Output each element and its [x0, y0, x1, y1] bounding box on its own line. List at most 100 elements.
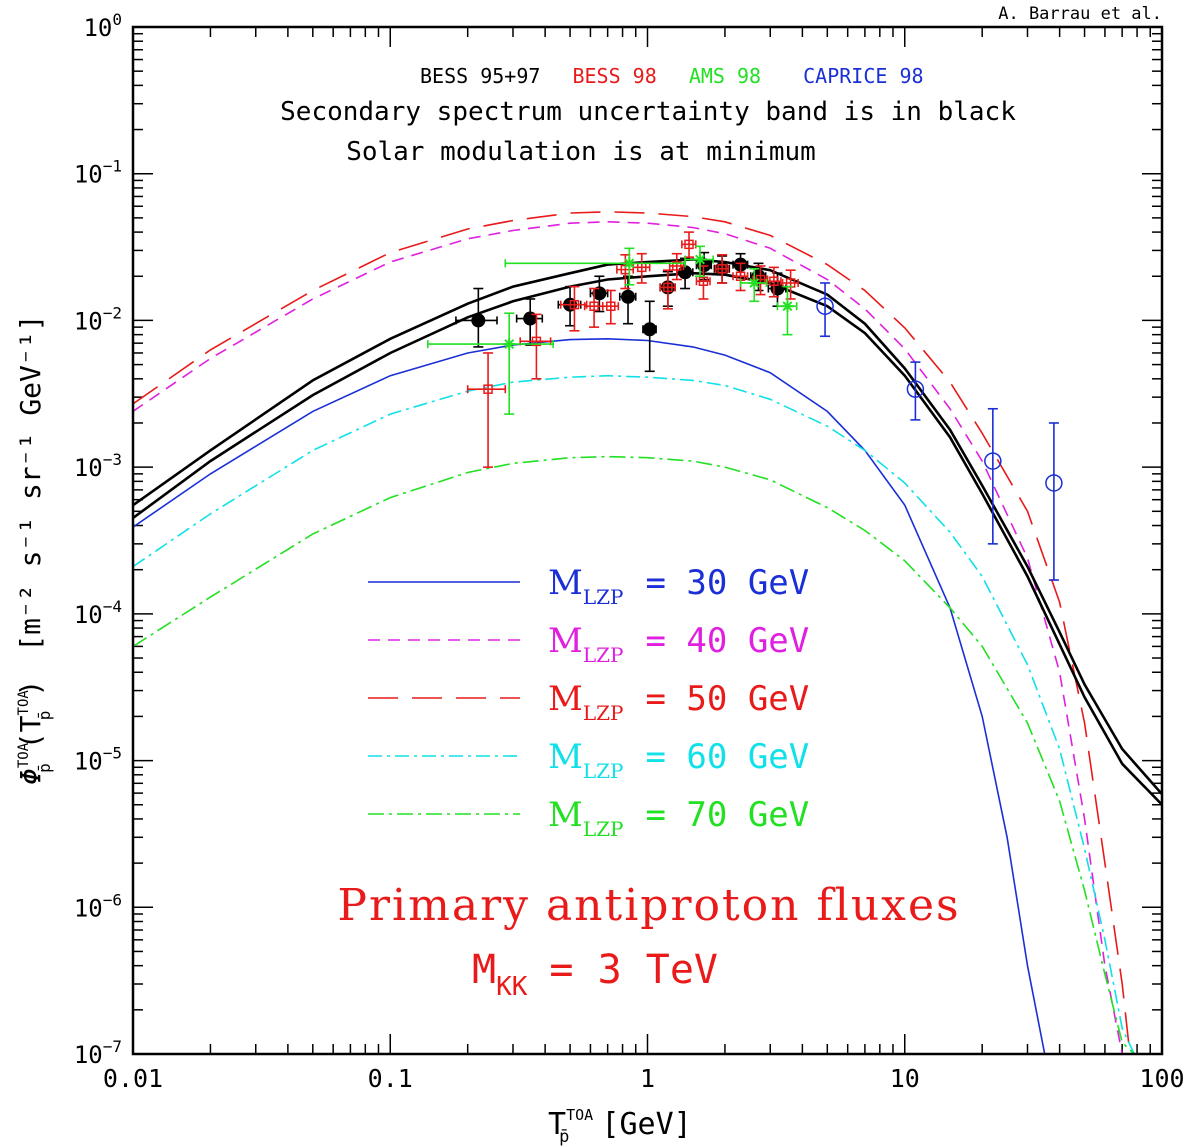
y-axis-label-phi: Φ [14, 768, 47, 785]
marker [678, 265, 693, 280]
y-tick-label: 10−5 [74, 744, 122, 776]
data-point [559, 285, 588, 332]
mkk-label: MKK = 3 TeV [472, 947, 718, 1002]
y-axis-label-sup: TOA [16, 742, 32, 768]
x-axis-label-main: T [548, 1107, 566, 1142]
x-tick-label: 10 [890, 1064, 920, 1093]
y-tick-label: 10−4 [74, 597, 122, 629]
x-tick-label: 0.01 [103, 1064, 163, 1093]
experiment-bess98: BESS 98 [572, 64, 656, 88]
data-point [739, 267, 768, 303]
series-line [133, 374, 1135, 1054]
marker [698, 276, 709, 286]
y-tick-label: 10−1 [74, 157, 122, 189]
x-tick-label: 0.1 [368, 1064, 413, 1093]
data-point [684, 245, 714, 278]
data-point [504, 247, 686, 286]
annotation-uncertainty: Secondary spectrum uncertainty band is i… [280, 97, 1016, 127]
plot-frame [131, 25, 1164, 1056]
data-point [695, 265, 711, 300]
data-point [776, 285, 798, 336]
data-point [455, 287, 498, 348]
marker [471, 313, 486, 328]
marker [717, 264, 727, 274]
data-point [714, 254, 730, 284]
y-tick-label: 100 [83, 10, 122, 42]
marker [749, 278, 760, 288]
big-title: Primary antiproton fluxes [337, 880, 960, 931]
marker [695, 254, 705, 265]
data-point [1045, 422, 1063, 581]
legend-label: MLZP = 40 GeV [548, 621, 809, 667]
credit-label: A. Barrau et al. [998, 4, 1162, 24]
y-axis-label-sub: p̄ [35, 763, 54, 773]
x-axis-label: TTOA p̄ [GeV] [548, 1106, 692, 1147]
y-tick-label: 10−2 [74, 303, 122, 335]
data-point [906, 361, 925, 421]
y-tick-label: 10−7 [74, 1037, 122, 1069]
marker [589, 301, 599, 311]
series-line [133, 220, 1123, 1054]
marker [1045, 474, 1063, 492]
marker [621, 289, 636, 304]
y-axis-label-unit: [m⁻² s⁻¹ sr⁻¹ GeV⁻¹] [14, 315, 47, 652]
data-point [618, 275, 637, 325]
data-point [427, 312, 555, 415]
data-point [816, 282, 834, 338]
y-axis-label-argsub: p̄ [35, 711, 54, 721]
experiment-caprice98: CAPRICE 98 [803, 64, 923, 88]
mkk-main: M [472, 947, 496, 993]
marker [769, 276, 779, 286]
x-axis-label-unit: [GeV] [601, 1107, 691, 1142]
data-point [676, 257, 694, 290]
data-point [659, 269, 676, 310]
marker [684, 239, 694, 250]
marker [672, 261, 682, 271]
x-tick-label: 1 [640, 1064, 655, 1093]
marker [782, 301, 793, 312]
y-tick-label: 10−3 [74, 450, 122, 482]
x-tick-label: 100 [1139, 1064, 1184, 1093]
marker [504, 339, 515, 350]
marker [606, 301, 616, 311]
legend: MLZP = 30 GeV MLZP = 40 GeV MLZP = 50 GeV MLZP… [368, 563, 809, 841]
annotation-solar: Solar modulation is at minimum [346, 137, 816, 167]
data-point [466, 352, 507, 468]
y-axis-label-close: ) [14, 680, 47, 697]
marker [663, 282, 673, 293]
legend-label: MLZP = 60 GeV [548, 737, 809, 783]
marker [531, 336, 542, 347]
marker [642, 322, 657, 337]
experiments-header: BESS 95+97 BESS 98 AMS 98 CAPRICE 98 [420, 64, 924, 88]
tick-labels: 0.01 0.1 1 10 100 100 10−1 10−2 10−3 10−4 10−5 10−6… [74, 10, 1185, 1093]
data-points [427, 231, 1063, 581]
legend-label: MLZP = 50 GeV [548, 679, 809, 725]
mkk-value: = 3 TeV [549, 947, 718, 993]
y-axis-label-arg: (T [14, 715, 47, 749]
marker [569, 299, 580, 310]
marker [592, 286, 607, 301]
legend-label: MLZP = 70 GeV [548, 795, 809, 841]
data-point [984, 407, 1002, 545]
marker [816, 297, 834, 315]
data-point [752, 265, 769, 296]
marker [906, 380, 925, 398]
data-point [642, 300, 657, 373]
mkk-sub: KK [496, 972, 528, 1002]
y-axis-label-argsup: TOA [16, 690, 32, 716]
series-line [133, 337, 1046, 1054]
y-axis-label: ΦTOA p̄(TTOA p̄)[m⁻² s⁻¹ sr⁻¹ GeV⁻¹] [14, 315, 54, 785]
marker [483, 384, 493, 394]
series-line [133, 210, 1131, 1054]
experiment-bess9597: BESS 95+97 [420, 64, 540, 88]
x-axis-label-sub: p̄ [559, 1127, 569, 1147]
data-point [601, 289, 620, 325]
marker [624, 258, 635, 269]
experiment-ams98: AMS 98 [689, 64, 761, 88]
x-axis-label-sup: TOA [566, 1106, 593, 1124]
marker [984, 452, 1002, 470]
series-line [133, 455, 1135, 1054]
legend-label: MLZP = 30 GeV [548, 563, 809, 609]
